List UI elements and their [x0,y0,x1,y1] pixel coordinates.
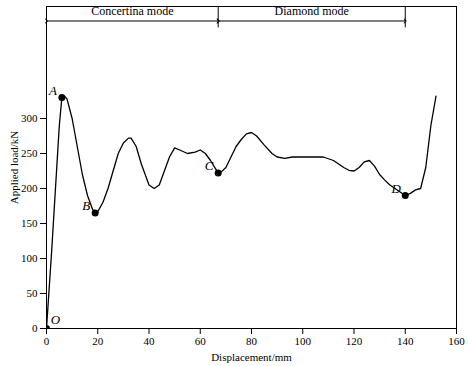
svg-text:Diamond mode: Diamond mode [275,4,349,18]
svg-text:Concertina mode: Concertina mode [91,4,173,18]
svg-text:0: 0 [32,322,38,334]
svg-text:100: 100 [295,335,312,347]
svg-text:50: 50 [27,287,39,299]
svg-text:160: 160 [448,335,465,347]
svg-text:A: A [48,83,57,98]
svg-text:40: 40 [144,335,156,347]
svg-text:60: 60 [195,335,207,347]
svg-text:20: 20 [92,335,104,347]
svg-text:C: C [205,158,214,173]
svg-text:0: 0 [44,335,50,347]
svg-text:120: 120 [346,335,363,347]
svg-text:B: B [82,198,90,213]
svg-text:140: 140 [397,335,414,347]
svg-text:Applied load/kN: Applied load/kN [8,131,20,205]
svg-text:O: O [51,312,61,327]
svg-text:80: 80 [246,335,258,347]
svg-text:150: 150 [21,217,38,229]
svg-text:100: 100 [21,252,38,264]
svg-text:250: 250 [21,147,38,159]
svg-text:200: 200 [21,182,38,194]
svg-text:300: 300 [21,112,38,124]
svg-text:Displacement/mm: Displacement/mm [211,351,292,363]
svg-text:D: D [391,181,402,196]
